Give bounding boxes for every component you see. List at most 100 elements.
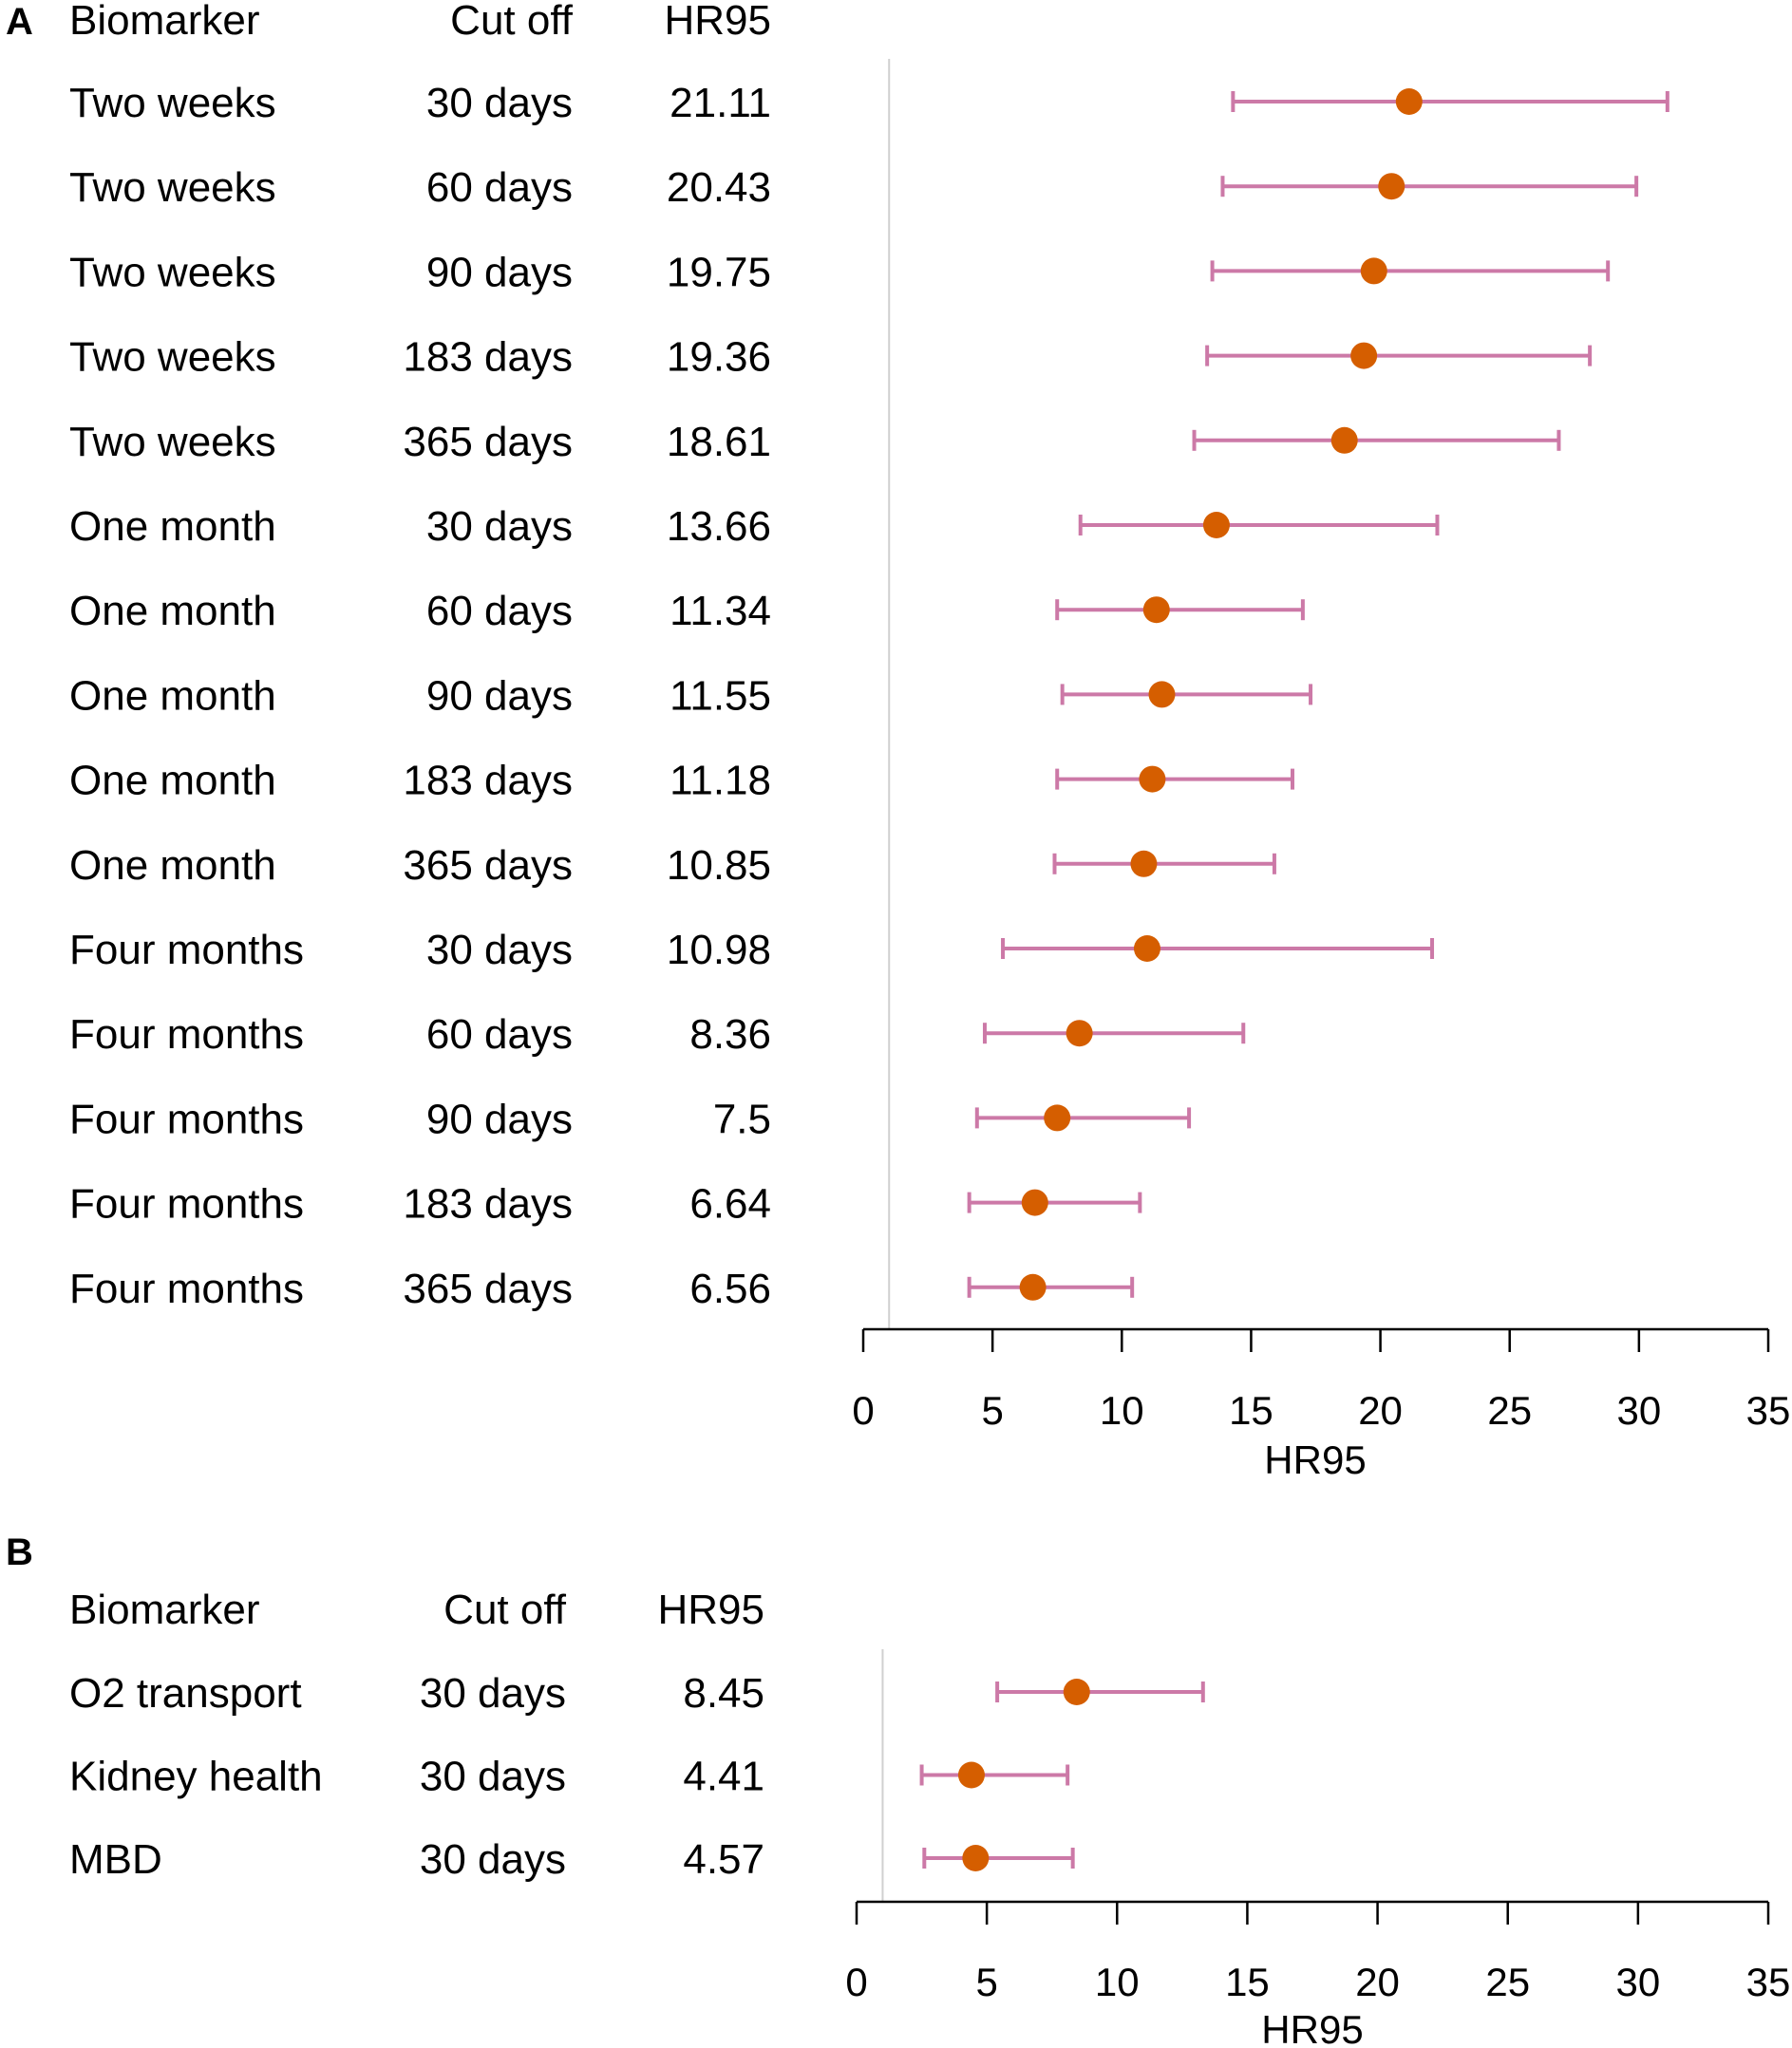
- row-hr-label: 21.11: [670, 80, 771, 126]
- row-biomarker-label: Four months: [69, 1181, 304, 1228]
- row-biomarker-label: MBD: [69, 1836, 162, 1883]
- panel-b: B Biomarker Cut off HR95 O2 transport 30 days…: [6, 1531, 1790, 2048]
- row-biomarker-label: Four months: [69, 927, 304, 973]
- x-tick-label: 15: [1229, 1388, 1273, 1433]
- column-header-biomarker: Biomarker: [69, 0, 260, 44]
- hr-point: [1019, 1273, 1047, 1301]
- row-cutoff-label: 30 days: [426, 80, 573, 126]
- row-biomarker-label: Two weeks: [69, 419, 276, 465]
- row-biomarker-label: Four months: [69, 1266, 304, 1312]
- column-header-hr: HR95: [665, 0, 772, 44]
- x-tick-label: 10: [1100, 1388, 1144, 1433]
- row-biomarker-label: One month: [69, 758, 276, 804]
- row-biomarker-label: One month: [69, 842, 276, 889]
- row-biomarker-label: Two weeks: [69, 334, 276, 381]
- row-cutoff-label: 30 days: [420, 1754, 566, 1800]
- column-header-hr: HR95: [658, 1587, 765, 1633]
- hr-point: [1044, 1104, 1071, 1132]
- row-hr-label: 8.36: [689, 1011, 771, 1058]
- hr-point: [1139, 765, 1166, 793]
- row-hr-label: 10.85: [667, 842, 771, 889]
- row-hr-label: 11.55: [670, 672, 771, 719]
- row-biomarker-label: Kidney health: [69, 1754, 323, 1800]
- hr-point: [1148, 681, 1176, 708]
- row-cutoff-label: 183 days: [403, 1181, 573, 1228]
- row-biomarker-label: Two weeks: [69, 80, 276, 126]
- row-cutoff-label: 60 days: [426, 164, 573, 211]
- x-tick-label: 30: [1616, 1388, 1661, 1433]
- row-cutoff-label: 365 days: [403, 842, 573, 889]
- row-biomarker-label: Two weeks: [69, 249, 276, 295]
- row-cutoff-label: 30 days: [426, 503, 573, 550]
- x-tick-label: 25: [1487, 1388, 1532, 1433]
- row-hr-label: 20.43: [667, 164, 771, 211]
- row-hr-label: 11.34: [670, 588, 771, 634]
- row-cutoff-label: 60 days: [426, 588, 573, 634]
- hr-point: [1350, 342, 1378, 369]
- hr-point: [1330, 426, 1358, 454]
- hr-point: [957, 1761, 985, 1789]
- x-tick-label: 25: [1485, 1960, 1530, 2004]
- row-cutoff-label: 365 days: [403, 1266, 573, 1312]
- x-tick-label: 0: [852, 1388, 874, 1433]
- x-tick-label: 20: [1358, 1388, 1403, 1433]
- hr-point: [1066, 1020, 1093, 1047]
- hr-point: [1133, 935, 1160, 962]
- row-biomarker-label: Four months: [69, 1011, 304, 1058]
- x-tick-label: 30: [1615, 1960, 1660, 2004]
- row-hr-label: 8.45: [683, 1670, 764, 1717]
- hr-point: [1142, 596, 1170, 624]
- row-hr-label: 18.61: [667, 419, 771, 465]
- row-biomarker-label: One month: [69, 588, 276, 634]
- row-cutoff-label: 90 days: [426, 249, 573, 295]
- x-tick-label: 5: [981, 1388, 1003, 1433]
- panel-label: B: [6, 1531, 33, 1573]
- x-axis-title: HR95: [1261, 2007, 1363, 2048]
- row-hr-label: 19.75: [667, 249, 771, 295]
- row-hr-label: 10.98: [667, 927, 771, 973]
- row-cutoff-label: 60 days: [426, 1011, 573, 1058]
- hr-point: [1395, 88, 1423, 115]
- hr-point: [1063, 1679, 1090, 1705]
- hr-point: [962, 1845, 990, 1871]
- row-hr-label: 4.41: [683, 1754, 764, 1800]
- row-biomarker-label: One month: [69, 503, 276, 550]
- column-header-cutoff: Cut off: [450, 0, 574, 44]
- row-hr-label: 4.57: [683, 1836, 764, 1883]
- x-tick-label: 10: [1095, 1960, 1140, 2004]
- hr-point: [1378, 173, 1405, 200]
- row-cutoff-label: 90 days: [426, 672, 573, 719]
- row-hr-label: 7.5: [713, 1096, 771, 1142]
- hr-point: [1202, 512, 1230, 538]
- hr-point: [1130, 850, 1158, 877]
- row-cutoff-label: 30 days: [420, 1670, 566, 1717]
- row-hr-label: 11.18: [670, 758, 771, 804]
- x-axis-title: HR95: [1264, 1437, 1366, 1482]
- row-cutoff-label: 183 days: [403, 758, 573, 804]
- hr-point: [1360, 257, 1387, 285]
- hr-point: [1021, 1189, 1048, 1216]
- panel-label: A: [6, 1, 33, 43]
- row-cutoff-label: 30 days: [426, 927, 573, 973]
- x-tick-label: 20: [1355, 1960, 1400, 2004]
- panel-a: A Biomarker Cut off HR95 Two weeks 30 days 21.…: [6, 0, 1790, 1482]
- row-cutoff-label: 365 days: [403, 419, 573, 465]
- x-tick-label: 35: [1746, 1960, 1791, 2004]
- row-cutoff-label: 30 days: [420, 1836, 566, 1883]
- row-biomarker-label: One month: [69, 672, 276, 719]
- row-hr-label: 6.56: [689, 1266, 771, 1312]
- row-biomarker-label: Four months: [69, 1096, 304, 1142]
- column-header-biomarker: Biomarker: [69, 1587, 260, 1633]
- row-hr-label: 6.64: [689, 1181, 771, 1228]
- row-cutoff-label: 183 days: [403, 334, 573, 381]
- row-hr-label: 13.66: [667, 503, 771, 550]
- row-cutoff-label: 90 days: [426, 1096, 573, 1142]
- column-header-cutoff: Cut off: [443, 1587, 567, 1633]
- row-hr-label: 19.36: [667, 334, 771, 381]
- x-tick-label: 15: [1225, 1960, 1270, 2004]
- row-biomarker-label: O2 transport: [69, 1670, 302, 1717]
- x-tick-label: 35: [1746, 1388, 1791, 1433]
- x-tick-label: 0: [845, 1960, 867, 2004]
- row-biomarker-label: Two weeks: [69, 164, 276, 211]
